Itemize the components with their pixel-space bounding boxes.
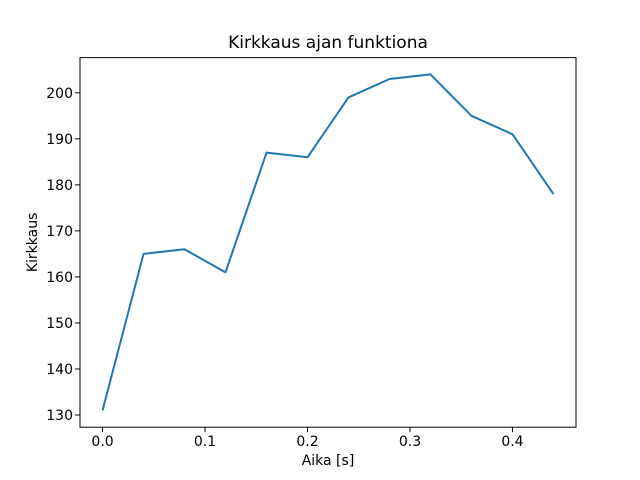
plot-area: [79, 57, 577, 428]
y-tick-label: 190: [46, 132, 73, 148]
y-tick-label: 150: [46, 316, 73, 332]
chart-title: Kirkkaus ajan funktiona: [228, 33, 428, 53]
y-tick-label: 160: [46, 270, 73, 286]
x-tick-label: 0.4: [501, 434, 523, 450]
x-tick-label: 0.2: [296, 434, 318, 450]
y-axis-ticks: 130 140 150 160 170 180 190 200: [46, 86, 80, 424]
y-tick-label: 130: [46, 408, 73, 424]
x-tick-label: 0.0: [91, 434, 113, 450]
y-tick-label: 140: [46, 362, 73, 378]
brightness-line: [101, 73, 555, 411]
x-axis-label: Aika [s]: [302, 453, 355, 469]
x-tick-label: 0.3: [399, 434, 421, 450]
y-tick-label: 170: [46, 224, 73, 240]
y-tick-label: 180: [46, 178, 73, 194]
x-axis-ticks: 0.0 0.1 0.2 0.3 0.4: [91, 427, 524, 450]
y-axis-label: Kirkkaus: [25, 213, 41, 273]
x-tick-label: 0.1: [194, 434, 216, 450]
y-tick-label: 200: [46, 86, 73, 102]
